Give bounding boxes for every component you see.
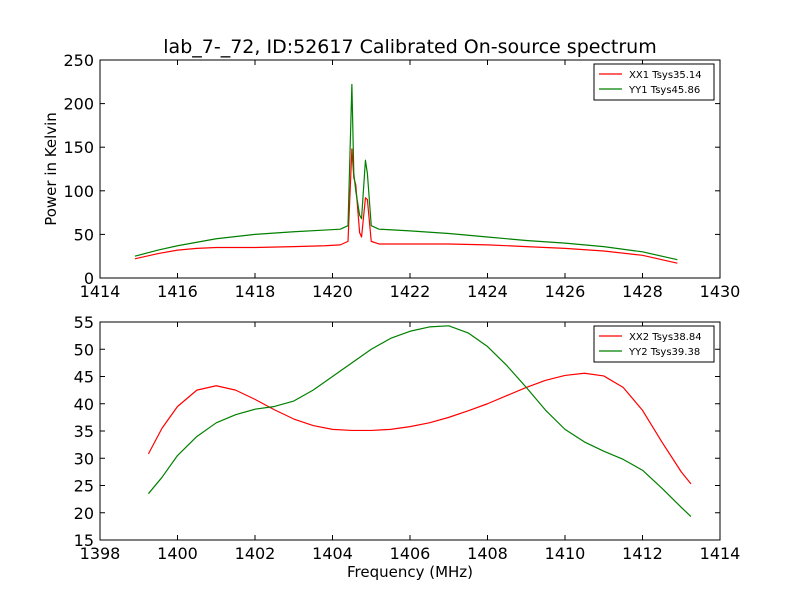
bottom-y-tick-label-1: 20	[74, 504, 94, 523]
top-legend: XX1 Tsys35.14 YY1 Tsys45.86	[593, 63, 715, 101]
top-y-tick-label-5: 250	[63, 51, 94, 70]
bottom-x-tick-label-0: 1398	[80, 544, 121, 563]
bottom-series-line-0	[147, 372, 692, 485]
bottom-series-layer	[147, 325, 692, 518]
top-x-tick-label-2: 1418	[235, 282, 276, 301]
bottom-y-tick-label-4: 35	[74, 422, 94, 441]
top-x-tick-label-5: 1424	[467, 282, 508, 301]
top-series-line-1	[134, 83, 678, 261]
bottom-y-tick-label-8: 55	[74, 313, 94, 332]
bottom-y-tick-label-0: 15	[74, 531, 94, 550]
top-y-tick-label-4: 200	[63, 95, 94, 114]
top-x-tick-label-0: 1414	[80, 282, 121, 301]
bottom-x-tick-label-8: 1414	[700, 544, 741, 563]
top-legend-box	[593, 63, 715, 101]
bottom-y-tick-label-7: 50	[74, 340, 94, 359]
top-legend-label-xx1: XX1 Tsys35.14	[629, 70, 702, 81]
top-x-tick-label-3: 1420	[312, 282, 353, 301]
top-x-tick-label-8: 1430	[700, 282, 741, 301]
bottom-x-tick-label-7: 1412	[622, 544, 663, 563]
bottom-y-tick-label-2: 25	[74, 477, 94, 496]
top-y-tick-label-0: 0	[84, 269, 94, 288]
bottom-x-axis-label: Frequency (MHz)	[347, 563, 473, 581]
bottom-x-tick-label-6: 1410	[545, 544, 586, 563]
bottom-plot-frame	[99, 321, 721, 541]
bottom-legend-label-yy2: YY2 Tsys39.38	[628, 347, 700, 358]
top-x-tick-label-4: 1422	[390, 282, 431, 301]
bottom-x-tick-label-5: 1408	[467, 544, 508, 563]
bottom-series-line-1	[147, 325, 692, 518]
bottom-y-tick-label-6: 45	[74, 368, 94, 387]
chart-title: lab_7-_72, ID:52617 Calibrated On-source…	[163, 36, 656, 58]
bottom-legend-box	[593, 325, 715, 363]
bottom-legend-label-xx2: XX2 Tsys38.84	[629, 332, 702, 343]
bottom-x-tick-label-2: 1402	[235, 544, 276, 563]
top-y-axis-label: Power in Kelvin	[42, 112, 60, 226]
top-plot: 1414 1416 1418 1420 1422 1424 1426 1428 1430 0 50 1…	[42, 51, 740, 301]
top-y-tick-label-1: 50	[74, 225, 94, 244]
top-series-layer	[134, 83, 678, 264]
top-tick-layer: 1414 1416 1418 1420 1422 1424 1426 1428 1430 0 50 1…	[63, 51, 740, 301]
top-x-tick-label-7: 1428	[622, 282, 663, 301]
bottom-x-tick-label-4: 1406	[390, 544, 431, 563]
bottom-x-tick-label-3: 1404	[312, 544, 353, 563]
bottom-legend: XX2 Tsys38.84 YY2 Tsys39.38	[593, 325, 715, 363]
top-series-line-0	[134, 148, 678, 264]
top-plot-frame	[99, 59, 721, 279]
top-x-tick-label-1: 1416	[157, 282, 198, 301]
bottom-y-tick-label-5: 40	[74, 395, 94, 414]
top-y-tick-label-3: 150	[63, 138, 94, 157]
top-legend-label-yy1: YY1 Tsys45.86	[628, 85, 700, 96]
bottom-plot: 1398 1400 1402 1404 1406 1408 1410 1412 1414 15 20…	[74, 313, 741, 581]
bottom-y-tick-label-3: 30	[74, 449, 94, 468]
bottom-x-tick-label-1: 1400	[157, 544, 198, 563]
top-y-tick-label-2: 100	[63, 182, 94, 201]
top-x-tick-label-6: 1426	[545, 282, 586, 301]
